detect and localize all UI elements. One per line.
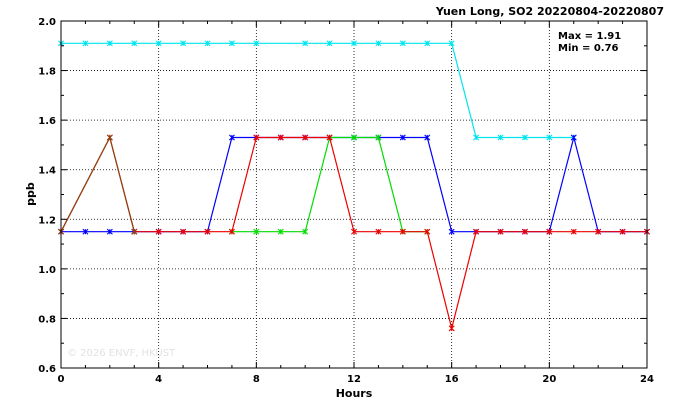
data-point	[521, 134, 528, 141]
data-point	[228, 134, 235, 141]
data-point	[424, 134, 431, 141]
data-point	[497, 228, 504, 235]
data-point	[399, 134, 406, 141]
max-stat: Max = 1.91	[558, 31, 621, 42]
data-point	[448, 228, 455, 235]
data-point	[106, 40, 113, 47]
data-point	[228, 40, 235, 47]
y-tick-label: 1.0	[38, 265, 56, 276]
data-point	[375, 228, 382, 235]
y-tick-label: 2.0	[38, 17, 56, 28]
data-point	[204, 40, 211, 47]
x-tick-label: 4	[155, 374, 162, 385]
series-line	[231, 136, 428, 233]
series-line	[60, 135, 135, 232]
series-4	[58, 134, 650, 332]
data-point	[473, 228, 480, 235]
data-point	[131, 40, 138, 47]
data-point	[424, 228, 431, 235]
data-point	[277, 134, 284, 141]
data-point	[155, 40, 162, 47]
data-point	[302, 134, 309, 141]
data-point	[351, 228, 357, 235]
y-tick-label: 1.8	[38, 67, 56, 78]
x-tick-label: 12	[347, 374, 361, 385]
data-point	[570, 228, 577, 235]
data-point	[106, 134, 113, 141]
data-point	[82, 40, 89, 47]
data-point	[106, 228, 113, 235]
data-point	[619, 228, 626, 235]
data-point	[375, 134, 382, 141]
series-line	[61, 42, 574, 139]
data-point	[302, 228, 309, 235]
data-point	[570, 134, 577, 141]
data-point	[253, 134, 260, 141]
series-1	[58, 40, 577, 141]
series-line	[60, 135, 647, 329]
x-tick-label: 24	[640, 374, 654, 385]
data-point	[448, 40, 455, 47]
data-point	[180, 228, 187, 235]
grid	[61, 21, 647, 368]
x-tick-label: 0	[58, 374, 65, 385]
data-point	[253, 228, 260, 235]
chart-title: Yuen Long, SO2 20220804-20220807	[435, 5, 664, 18]
data-point	[399, 228, 406, 235]
data-point	[375, 40, 382, 47]
data-point	[595, 228, 602, 235]
data-point	[326, 134, 333, 141]
y-tick-label: 1.6	[38, 116, 56, 127]
data-point	[546, 134, 553, 141]
x-tick-label: 16	[445, 374, 459, 385]
data-point	[204, 228, 211, 235]
series-line	[61, 135, 647, 233]
data-point	[131, 228, 138, 235]
data-point	[448, 325, 455, 332]
y-tick-label: 0.8	[38, 314, 56, 325]
y-tick-label: 1.4	[38, 166, 56, 177]
data-point	[253, 40, 260, 47]
y-tick-label: 0.6	[38, 364, 56, 375]
data-point	[351, 134, 357, 141]
data-point	[424, 40, 431, 47]
y-axis-label: ppb	[24, 182, 37, 206]
y-tick-label: 1.2	[38, 215, 56, 226]
data-point	[473, 134, 480, 141]
data-point	[497, 134, 504, 141]
data-point	[228, 228, 235, 235]
data-point	[82, 228, 89, 235]
x-axis-label: Hours	[336, 387, 373, 400]
data-point	[521, 228, 528, 235]
min-stat: Min = 0.76	[558, 43, 619, 54]
series-layer	[58, 40, 650, 332]
data-point	[326, 40, 333, 47]
data-point	[180, 40, 187, 47]
data-point	[277, 228, 284, 235]
axis-ticks: 0 4 8 12 16 20 24 0.6 0.8 1.0 1.2 1.4 1.6 1.8 2.0	[38, 17, 654, 385]
data-point	[302, 40, 309, 47]
x-tick-label: 20	[542, 374, 556, 385]
watermark: © 2026 ENVF, HKUST	[67, 348, 176, 359]
data-point	[546, 228, 553, 235]
data-point	[399, 40, 406, 47]
x-tick-label: 8	[253, 374, 260, 385]
data-point	[351, 40, 357, 47]
data-point	[155, 228, 162, 235]
